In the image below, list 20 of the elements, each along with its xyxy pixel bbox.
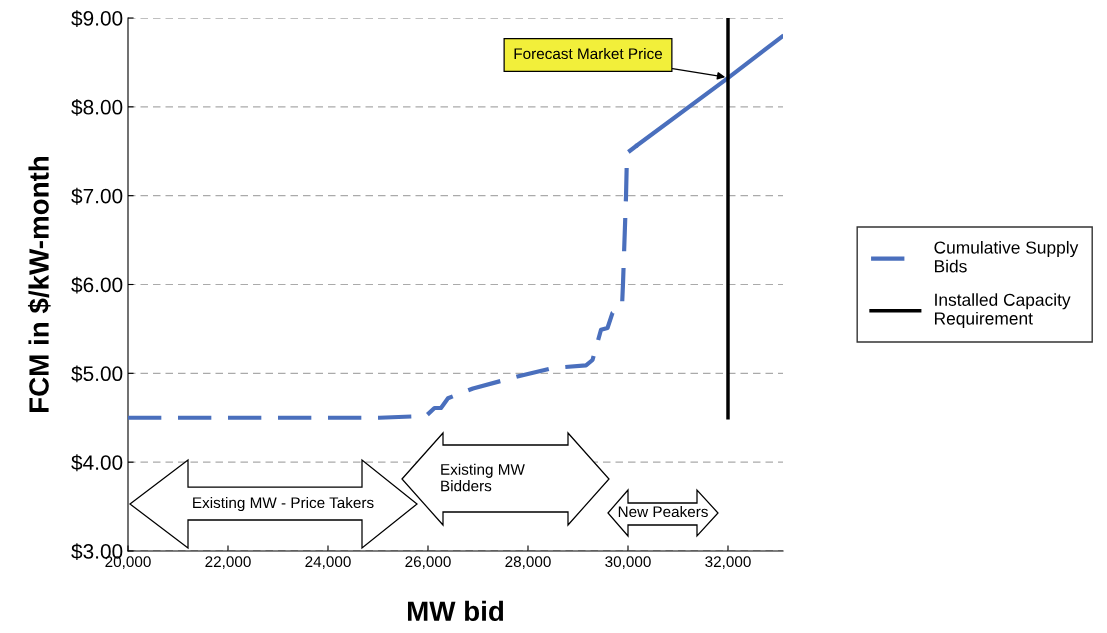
- y-tick-label: $4.00: [71, 454, 123, 472]
- y-tick-label: $6.00: [71, 276, 123, 294]
- x-axis-title: MW bid: [408, 600, 504, 622]
- legend-label: Installed Capacity Requirement: [934, 293, 1071, 329]
- x-tick-label: 30,000: [605, 556, 651, 569]
- y-tick-label: $9.00: [71, 10, 123, 27]
- x-tick-label: 24,000: [305, 556, 351, 569]
- y-tick-label: $8.00: [71, 98, 123, 116]
- legend-label: Cumulative Supply Bids: [934, 240, 1079, 273]
- x-tick-label: 26,000: [405, 556, 451, 569]
- annotation: Forecast Market Price: [514, 47, 663, 60]
- y-axis-title: FCM in $/kW-month: [27, 156, 51, 412]
- y-tick-label: $5.00: [71, 365, 123, 383]
- annotation: Existing MW Bidders: [441, 463, 525, 492]
- x-tick-label: 32,000: [705, 556, 751, 569]
- x-tick-label: 28,000: [505, 556, 551, 569]
- annotation: Existing MW - Price Takers: [193, 496, 374, 512]
- x-tick-label: 22,000: [205, 556, 251, 569]
- annotation: New Peakers: [618, 505, 708, 518]
- y-tick-label: $7.00: [71, 187, 123, 205]
